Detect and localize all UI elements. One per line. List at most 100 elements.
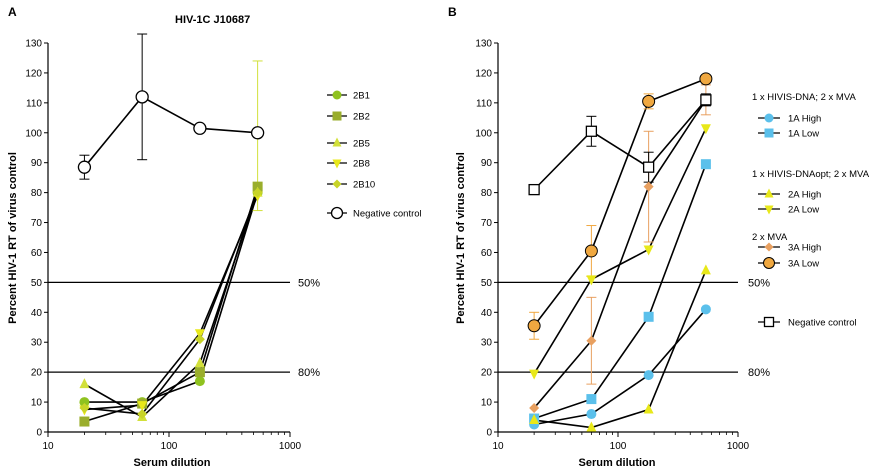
data-point (194, 334, 205, 345)
x-axis-label-a: Serum dilution (134, 457, 211, 469)
legend-marker (764, 128, 774, 138)
legend-group-title: 1 x HIVIS-DNAopt; 2 x MVA (752, 169, 870, 180)
data-point (700, 94, 712, 106)
chart-title-a: HIV-1C J10687 (175, 14, 250, 26)
series-line (84, 192, 259, 419)
data-point (250, 126, 265, 140)
y-tick-label: 130 (25, 39, 42, 50)
data-point (643, 403, 654, 414)
y-tick-label: 70 (481, 218, 493, 229)
legend-b: 1 x HIVIS-DNA; 2 x MVA 1A High 1A Low 1 x H… (752, 92, 870, 329)
legend-label: 2A Low (788, 205, 819, 216)
y-tick-label: 40 (481, 308, 493, 319)
data-point (194, 376, 205, 387)
legend-marker (764, 188, 774, 198)
data-point (586, 421, 597, 432)
reference-line-label: 50% (298, 277, 320, 289)
legend-label: 3A High (788, 243, 821, 254)
reference-line-label: 80% (748, 367, 770, 379)
y-tick-label: 130 (475, 39, 492, 50)
series-line (533, 99, 707, 191)
series-line (83, 95, 258, 168)
series-line (533, 308, 707, 426)
data-point (643, 370, 654, 381)
y-tick-label: 80 (31, 188, 43, 199)
panel-b: B Percent HIV-1 RT of virus control Seru… (448, 5, 870, 469)
legend-label: 2B5 (353, 139, 370, 150)
data-point (79, 397, 90, 408)
data-point (79, 416, 90, 427)
y-tick-label: 90 (31, 158, 43, 169)
legend-label: 3A Low (788, 259, 819, 270)
y-tick-label: 40 (31, 308, 43, 319)
y-tick-label: 50 (481, 278, 493, 289)
series-line (84, 186, 259, 423)
legend-marker (332, 137, 342, 147)
y-tick-label: 100 (25, 128, 42, 139)
y-tick-label: 120 (25, 68, 42, 79)
x-axis-label-b: Serum dilution (579, 457, 656, 469)
data-point (700, 304, 711, 315)
data-point (586, 275, 597, 286)
series-line (534, 270, 707, 429)
legend-label: Negative control (788, 318, 857, 329)
legend-label: 2A High (788, 190, 821, 201)
legend-group-title: 1 x HIVIS-DNA; 2 x MVA (752, 92, 856, 103)
x-tick-label: 10 (42, 441, 54, 452)
data-point (643, 245, 654, 256)
legend-group-title: 2 x MVA (752, 232, 788, 243)
data-point (699, 72, 713, 86)
legend-label: 2B2 (353, 112, 370, 123)
series-line (84, 192, 259, 415)
legend-marker (330, 206, 344, 220)
data-point (252, 187, 263, 198)
legend-marker (332, 179, 342, 189)
data-point (137, 409, 148, 420)
data-point (700, 124, 711, 135)
y-tick-label: 30 (481, 338, 493, 349)
panel-letter-a: A (8, 5, 17, 19)
legend-label: 1A High (788, 114, 821, 125)
series-line (533, 163, 707, 420)
legend-marker (764, 205, 774, 215)
y-tick-label: 70 (31, 218, 43, 229)
legend-marker (763, 257, 775, 269)
legend-marker (764, 113, 774, 123)
y-tick-label: 10 (481, 398, 493, 409)
y-axis-label-a: Percent HIV-1 RT of virus control (7, 152, 19, 324)
data-point (79, 378, 90, 389)
x-tick-label: 100 (610, 441, 627, 452)
panel-letter-b: B (448, 5, 457, 19)
data-point (77, 160, 92, 174)
x-tick-label: 100 (161, 441, 178, 452)
y-tick-label: 80 (481, 188, 493, 199)
data-point (135, 90, 149, 104)
y-tick-label: 120 (475, 68, 492, 79)
data-point (529, 369, 540, 380)
data-point (643, 311, 654, 322)
legend-label: 2B10 (353, 180, 375, 191)
data-point (642, 161, 655, 173)
legend-a: 2B1 2B2 2B5 2B8 2B10 Negative control (327, 90, 422, 220)
y-tick-label: 110 (26, 98, 42, 109)
data-point (585, 125, 598, 137)
data-point (700, 264, 711, 275)
legend-marker (764, 242, 774, 252)
y-tick-label: 110 (476, 98, 492, 109)
data-point (194, 367, 205, 378)
reference-line-label: 80% (298, 367, 320, 379)
y-tick-label: 60 (31, 248, 43, 259)
data-point (137, 401, 148, 412)
data-point (642, 94, 656, 108)
x-tick-label: 10 (492, 441, 504, 452)
data-point (586, 335, 597, 346)
data-point (584, 244, 598, 258)
legend-label: 2B8 (353, 159, 370, 170)
y-tick-label: 50 (31, 278, 43, 289)
legend-marker (332, 111, 342, 121)
data-point (79, 403, 90, 414)
y-tick-label: 20 (31, 368, 43, 379)
data-point (643, 181, 654, 192)
